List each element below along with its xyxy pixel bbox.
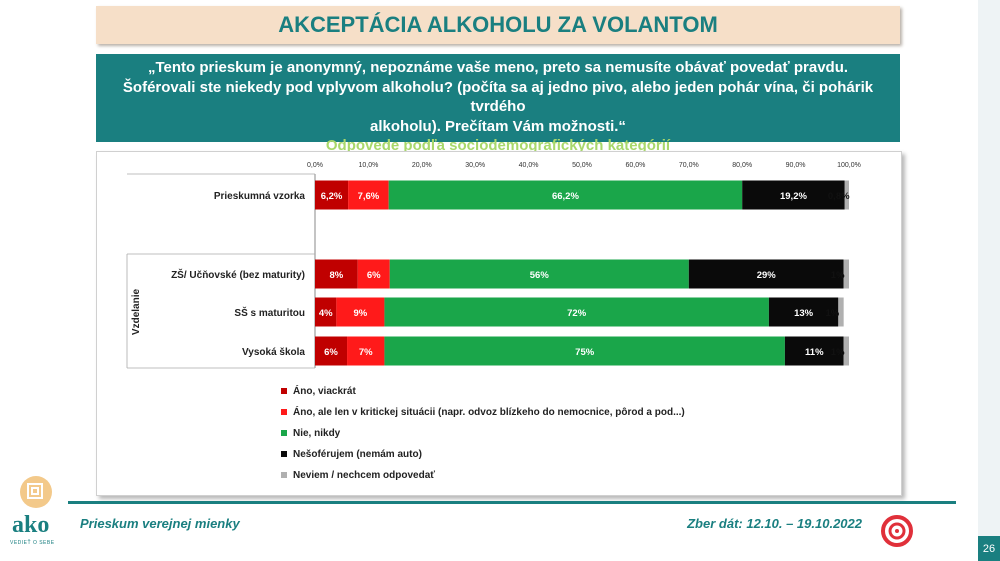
bar-segment <box>357 259 390 289</box>
x-tick-label: 0,0% <box>307 162 323 169</box>
data-label: 9% <box>354 308 368 319</box>
data-label: 6,2% <box>321 191 343 202</box>
x-tick-label: 50,0% <box>572 162 592 169</box>
legend-entry: Nešoférujem (nemám auto) <box>293 449 422 460</box>
category-label: ZŠ/ Učňovské (bez maturity) <box>171 268 305 281</box>
right-edge-strip <box>978 0 1000 561</box>
legend-entry: Nie, nikdy <box>293 428 341 439</box>
data-label: 0,8% <box>828 191 850 202</box>
category-label: Vysoká škola <box>242 347 305 358</box>
legend-swatch <box>281 472 287 478</box>
data-label: 7,6% <box>358 191 380 202</box>
stacked-bar-chart: 0,0% 10,0% 20,0% 30,0% 40,0% 50,0% 60,0% 70,0% 8… <box>126 162 861 481</box>
footer-survey-name: Prieskum verejnej mienky <box>80 516 240 531</box>
bar-segment <box>315 259 358 289</box>
spiral-logo-icon <box>881 515 913 547</box>
legend-swatch <box>281 388 287 394</box>
legend-entry: Neviem / nechcem odpovedať <box>293 470 435 481</box>
logo-tagline: VEDIEŤ O SEBE <box>10 540 55 546</box>
bar-segment <box>843 259 849 289</box>
data-label: 13% <box>794 308 814 319</box>
bar-segment <box>347 336 385 366</box>
data-label: 1% <box>825 308 839 319</box>
question-line-1: „Tento prieskum je anonymný, nepoznáme v… <box>147 59 849 76</box>
bar-segment <box>688 259 844 289</box>
bar-segment <box>389 259 689 289</box>
bar-segment <box>315 336 348 366</box>
category-label: SŠ s maturitou <box>234 306 305 319</box>
x-tick-label: 70,0% <box>679 162 699 169</box>
title-banner: AKCEPTÁCIA ALKOHOLU ZA VOLANTOM <box>96 6 900 44</box>
data-label: 1% <box>831 347 845 358</box>
data-label: 8% <box>329 270 343 281</box>
question-line-2: Šoférovali ste niekedy pod vplyvom alkoh… <box>122 78 874 116</box>
bar-segment <box>348 180 389 210</box>
x-tick-label: 90,0% <box>786 162 806 169</box>
bar-segment <box>315 297 337 327</box>
bar-segment <box>843 336 849 366</box>
x-tick-label: 40,0% <box>519 162 539 169</box>
bar-segment <box>838 297 844 327</box>
legend-entry: Áno, viackrát <box>293 384 356 397</box>
data-label: 29% <box>757 270 777 281</box>
bar-segment <box>742 180 845 210</box>
page-title: AKCEPTÁCIA ALKOHOLU ZA VOLANTOM <box>278 12 718 37</box>
data-label: 56% <box>530 270 550 281</box>
data-label: 6% <box>324 347 338 358</box>
footer-collection-date: Zber dát: 12.10. – 19.10.2022 <box>687 516 862 531</box>
data-label: 1% <box>831 270 845 281</box>
data-label: 66,2% <box>552 191 579 202</box>
question-subtitle: Odpovede podľa sociodemografických kateg… <box>325 137 671 154</box>
legend-swatch <box>281 451 287 457</box>
data-label: 19,2% <box>780 191 807 202</box>
legend-entry: Áno, ale len v kritickej situácii (napr.… <box>293 405 685 418</box>
logo-text: ako <box>12 512 50 538</box>
question-line-3: alkoholu). Prečítam Vám možnosti.“ <box>370 117 626 135</box>
x-tick-label: 30,0% <box>465 162 485 169</box>
data-label: 6% <box>367 270 381 281</box>
data-label: 75% <box>575 347 595 358</box>
bar-segment <box>336 297 385 327</box>
legend-swatch <box>281 409 287 415</box>
bar-segment <box>784 336 844 366</box>
ako-head-icon <box>20 476 52 508</box>
x-tick-label: 20,0% <box>412 162 432 169</box>
legend-swatch <box>281 430 287 436</box>
bar-segment <box>768 297 839 327</box>
chart-frame: 0,0% 10,0% 20,0% 30,0% 40,0% 50,0% 60,0% 70,0% 8… <box>96 151 902 496</box>
data-label: 11% <box>805 347 824 358</box>
bar-segment <box>315 180 349 210</box>
data-label: 7% <box>359 347 373 358</box>
bar-segment <box>384 297 769 327</box>
bar-segment <box>384 336 785 366</box>
x-tick-label: 10,0% <box>358 162 378 169</box>
bar-segment <box>388 180 743 210</box>
x-tick-label: 60,0% <box>625 162 645 169</box>
group-label: Vzdelanie <box>131 289 142 336</box>
question-panel: „Tento prieskum je anonymný, nepoznáme v… <box>96 54 900 154</box>
category-label: Prieskumná vzorka <box>214 191 306 202</box>
x-tick-label: 80,0% <box>732 162 752 169</box>
bar-segment <box>844 180 849 210</box>
page-number: 26 <box>978 536 1000 561</box>
x-tick-label: 100,0% <box>837 162 861 169</box>
data-label: 72% <box>567 308 587 319</box>
data-label: 4% <box>319 308 333 319</box>
ako-logo: ako VEDIEŤ O SEBE <box>6 472 68 552</box>
footer-divider <box>68 501 956 504</box>
